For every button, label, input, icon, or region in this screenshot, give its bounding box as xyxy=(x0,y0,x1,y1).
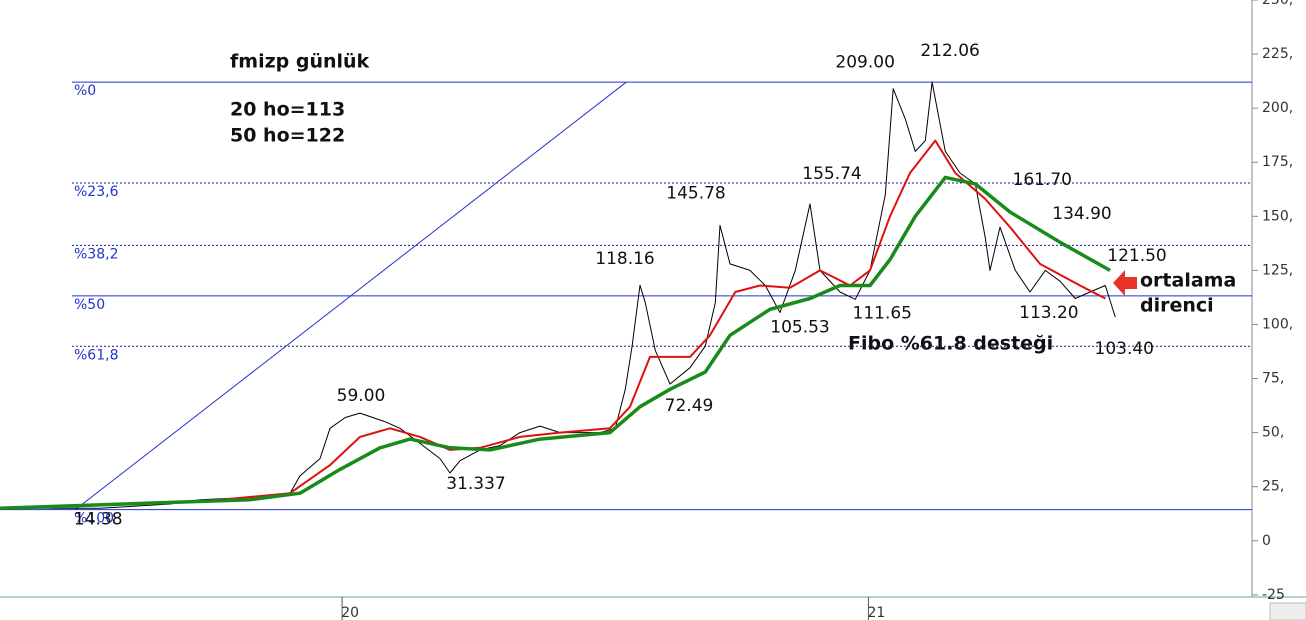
price-label: 59.00 xyxy=(337,386,386,406)
price-label: 118.16 xyxy=(595,249,654,269)
y-tick-label: 150, xyxy=(1262,208,1293,224)
series-line xyxy=(0,139,1106,510)
fib-label: %0 xyxy=(74,83,96,99)
chart-title: fmizp günlük xyxy=(230,51,370,73)
x-tick-label: 21 xyxy=(868,605,886,620)
price-label: 31.337 xyxy=(446,474,505,494)
y-tick-label: 125, xyxy=(1262,262,1293,278)
y-tick-label: 25, xyxy=(1262,479,1284,495)
price-label: 105.53 xyxy=(770,317,829,337)
note: 20 ho=113 xyxy=(230,99,345,121)
y-tick-label: 75, xyxy=(1262,371,1284,387)
fib-label: %38,2 xyxy=(74,246,118,262)
fib-label: %61,8 xyxy=(74,347,118,363)
y-tick-label: 175, xyxy=(1262,154,1293,170)
y-tick-label: 200, xyxy=(1262,100,1293,116)
fib-label: %23,6 xyxy=(74,184,119,200)
trend-line xyxy=(74,81,627,511)
price-label: 134.90 xyxy=(1052,204,1111,224)
fib-label: %50 xyxy=(74,297,105,313)
price-label: 161.70 xyxy=(1013,170,1072,190)
y-tick-label: 0 xyxy=(1262,533,1271,549)
price-label: 145.78 xyxy=(666,183,725,203)
series-line xyxy=(0,81,1116,509)
price-label: 212.06 xyxy=(920,41,979,61)
y-tick-label: -25 xyxy=(1262,587,1285,603)
price-label: 155.74 xyxy=(802,164,861,184)
y-tick-label: 250, xyxy=(1262,0,1293,8)
x-tick-label: 20 xyxy=(341,605,359,620)
price-label: 113.20 xyxy=(1019,303,1078,323)
price-label: 121.50 xyxy=(1107,246,1166,266)
series-line xyxy=(0,175,1111,511)
fib-label: %100 xyxy=(74,511,114,527)
price-label: 14.38 xyxy=(74,510,123,530)
callout: Fibo %61.8 desteği xyxy=(848,333,1053,355)
callout: direnci xyxy=(1140,295,1214,317)
price-label: 209.00 xyxy=(835,53,894,73)
note: 50 ho=122 xyxy=(230,125,345,147)
arrow xyxy=(1113,270,1137,296)
y-tick-label: 225, xyxy=(1262,46,1293,62)
scrollbar xyxy=(1269,602,1306,620)
price-label: 111.65 xyxy=(853,303,912,323)
callout: ortalama xyxy=(1140,270,1236,292)
price-label: 103.40 xyxy=(1095,339,1154,359)
price-label: 72.49 xyxy=(665,396,714,416)
y-tick-label: 100, xyxy=(1262,316,1293,332)
y-tick-label: 50, xyxy=(1262,425,1284,441)
